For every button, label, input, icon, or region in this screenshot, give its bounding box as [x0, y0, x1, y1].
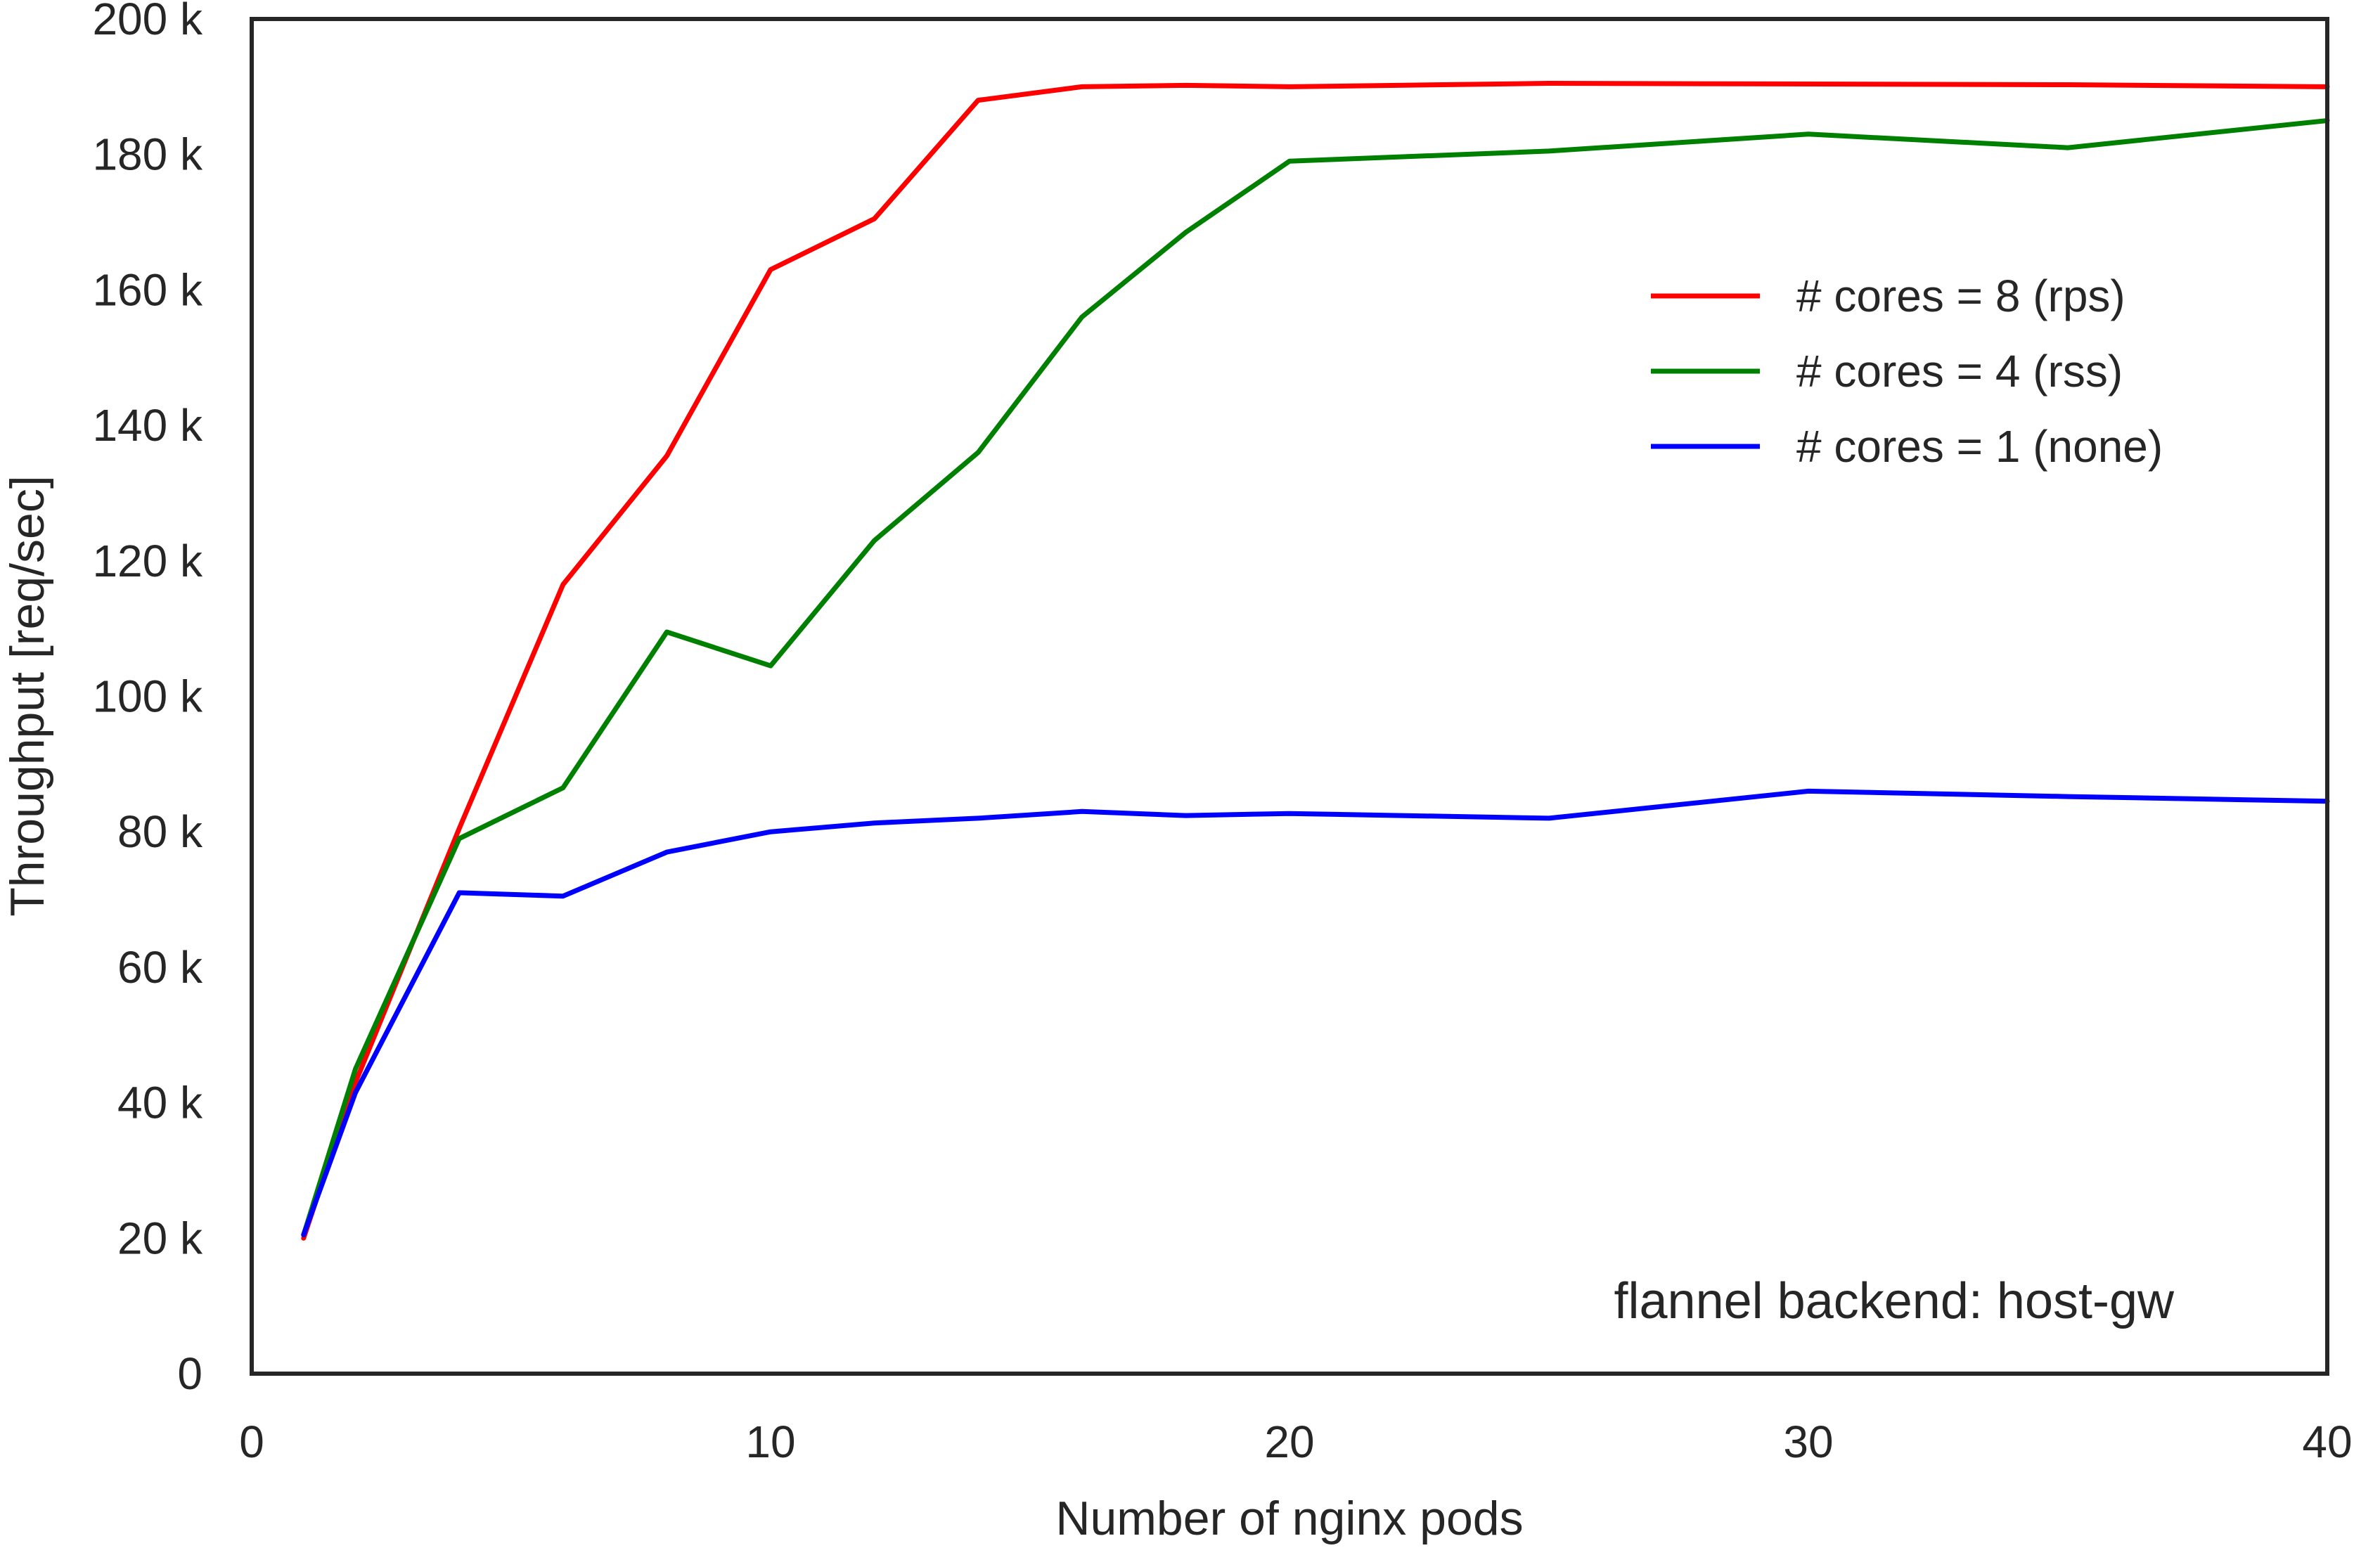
series-line-3	[301, 788, 2330, 1237]
x-tick-label: 20	[1264, 1417, 1314, 1467]
y-tick-label: 120 k	[92, 536, 203, 586]
legend-label: # cores = 4 (rss)	[1796, 346, 2123, 396]
y-tick-label: 100 k	[92, 671, 203, 722]
legend: # cores = 8 (rps) # cores = 4 (rss) # core…	[1651, 271, 2163, 472]
y-tick-label: 60 k	[117, 942, 203, 993]
x-tick-label: 10	[745, 1417, 795, 1467]
y-tick-label: 0	[177, 1348, 202, 1399]
x-tick-label: 0	[239, 1417, 264, 1467]
y-tick-label: 140 k	[92, 400, 203, 451]
y-tick-label: 20 k	[117, 1213, 203, 1263]
series-layer	[301, 81, 2330, 1241]
x-axis-ticks: 0 10 20 30 40	[239, 1417, 2352, 1467]
x-axis-label: Number of nginx pods	[1055, 1492, 1523, 1545]
legend-label: # cores = 1 (none)	[1796, 421, 2163, 472]
y-tick-label: 180 k	[92, 129, 203, 180]
series-line-1	[301, 81, 2330, 1241]
y-tick-label: 80 k	[117, 806, 203, 857]
x-tick-label: 40	[2302, 1417, 2352, 1467]
series-line-2	[301, 118, 2330, 1237]
chart-annotation: flannel backend: host-gw	[1614, 1273, 2175, 1329]
y-tick-label: 160 k	[92, 264, 203, 315]
y-axis-ticks: 0 20 k 40 k 60 k 80 k 100 k 120 k 140 k 160 k 180…	[92, 0, 203, 1399]
legend-label: # cores = 8 (rps)	[1796, 271, 2125, 321]
plot-frame	[250, 17, 2329, 1376]
x-tick-label: 30	[1783, 1417, 1833, 1467]
y-tick-label: 40 k	[117, 1078, 203, 1128]
y-tick-label: 200 k	[92, 0, 203, 44]
y-axis-label: Throughput [req/sec]	[1, 475, 54, 916]
